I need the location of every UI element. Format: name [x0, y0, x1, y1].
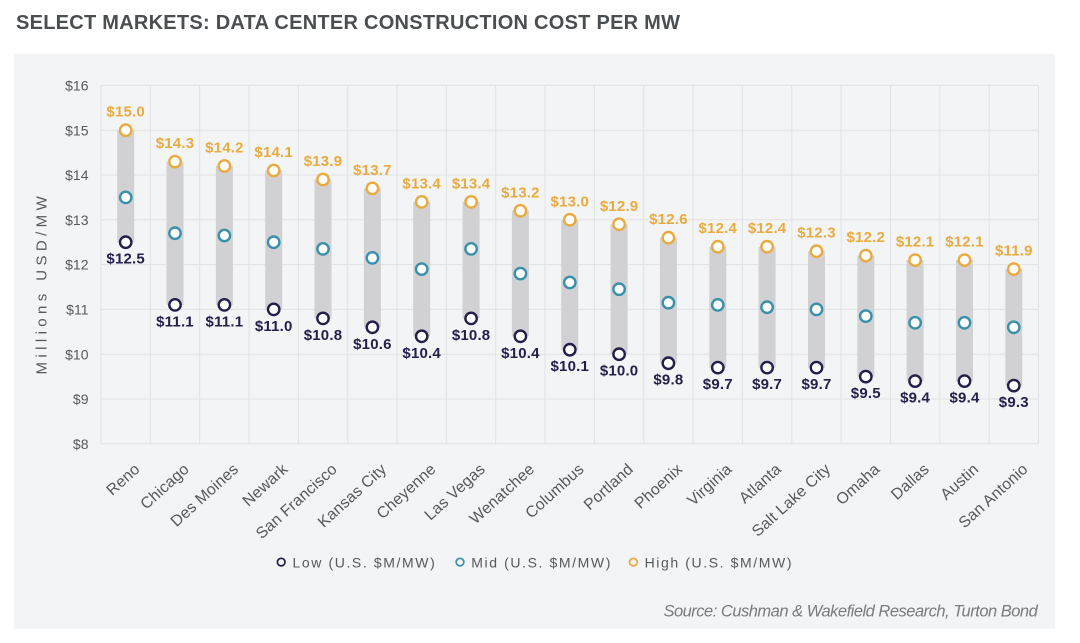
svg-text:$14.2: $14.2 — [205, 140, 244, 157]
svg-text:$9.7: $9.7 — [703, 376, 733, 393]
svg-text:Low (U.S. $M/MW): Low (U.S. $M/MW) — [293, 555, 437, 571]
svg-text:$9.5: $9.5 — [851, 385, 881, 402]
svg-text:Mid (U.S. $M/MW): Mid (U.S. $M/MW) — [471, 555, 612, 571]
svg-text:$9.4: $9.4 — [900, 390, 930, 407]
svg-text:$11.1: $11.1 — [156, 313, 194, 330]
svg-text:$12: $12 — [65, 257, 89, 273]
svg-text:$11: $11 — [66, 302, 89, 318]
svg-text:$10.6: $10.6 — [353, 336, 392, 353]
svg-text:$9.4: $9.4 — [950, 390, 980, 407]
svg-text:$11.0: $11.0 — [255, 318, 293, 335]
svg-text:$9.7: $9.7 — [752, 376, 782, 393]
svg-text:$12.5: $12.5 — [106, 251, 145, 268]
svg-text:$9.7: $9.7 — [802, 376, 832, 393]
svg-text:High (U.S. $M/MW): High (U.S. $M/MW) — [645, 555, 794, 571]
svg-text:$12.6: $12.6 — [649, 211, 688, 228]
svg-text:$14.1: $14.1 — [254, 144, 293, 161]
svg-text:$12.4: $12.4 — [699, 220, 738, 237]
svg-text:$12.2: $12.2 — [847, 229, 886, 246]
svg-text:$16: $16 — [65, 78, 89, 94]
svg-text:$14.3: $14.3 — [156, 135, 195, 152]
svg-text:$10.8: $10.8 — [304, 327, 343, 344]
svg-text:$12.1: $12.1 — [896, 234, 935, 251]
svg-text:$12.4: $12.4 — [748, 220, 787, 237]
svg-text:$11.1: $11.1 — [206, 313, 244, 330]
svg-text:$9.8: $9.8 — [653, 372, 683, 389]
svg-text:$9: $9 — [73, 391, 89, 407]
svg-text:$13.7: $13.7 — [353, 162, 392, 179]
svg-text:$11.9: $11.9 — [995, 243, 1033, 260]
svg-text:$10: $10 — [65, 346, 89, 362]
svg-text:$14: $14 — [65, 167, 89, 183]
svg-text:$15.0: $15.0 — [106, 104, 145, 121]
svg-text:Source: Cushman & Wakefield Re: Source: Cushman & Wakefield Research, Tu… — [663, 602, 1038, 620]
svg-text:$12.9: $12.9 — [600, 198, 639, 215]
svg-text:$12.3: $12.3 — [797, 225, 836, 242]
svg-text:$13.0: $13.0 — [551, 193, 590, 210]
svg-text:$13.2: $13.2 — [501, 184, 540, 201]
svg-text:$15: $15 — [65, 122, 89, 138]
svg-text:$10.8: $10.8 — [452, 327, 491, 344]
svg-text:Millions USD/MW: Millions USD/MW — [33, 192, 50, 375]
svg-text:$8: $8 — [73, 436, 89, 452]
svg-text:$12.1: $12.1 — [945, 234, 984, 251]
svg-text:$10.1: $10.1 — [551, 358, 590, 375]
svg-text:$9.3: $9.3 — [999, 394, 1029, 411]
svg-text:$10.4: $10.4 — [402, 345, 441, 362]
svg-text:$13.4: $13.4 — [452, 175, 491, 192]
svg-text:$13.9: $13.9 — [304, 153, 343, 170]
svg-text:$10.4: $10.4 — [501, 345, 540, 362]
svg-text:$13.4: $13.4 — [402, 175, 441, 192]
svg-text:$10.0: $10.0 — [600, 363, 639, 380]
svg-text:$13: $13 — [65, 212, 89, 228]
